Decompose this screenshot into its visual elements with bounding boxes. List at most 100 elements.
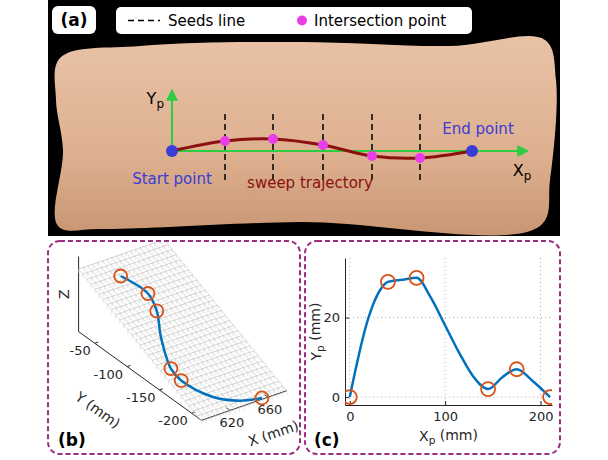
surface-mesh xyxy=(159,242,282,393)
surface-hatch xyxy=(164,285,165,289)
y-tick-label: -100 xyxy=(94,367,124,382)
surface-hatch xyxy=(220,324,221,328)
surface-hatch xyxy=(255,383,256,387)
surface-hatch xyxy=(171,256,172,260)
surface-hatch xyxy=(127,285,128,289)
surface-hatch xyxy=(201,369,202,373)
surface-hatch xyxy=(158,345,159,349)
surface-hatch xyxy=(160,273,161,277)
surface-hatch xyxy=(249,352,250,356)
surface-hatch xyxy=(189,360,190,364)
surface-hatch xyxy=(193,404,194,408)
surface-mesh xyxy=(150,244,273,396)
surface-hatch xyxy=(105,279,106,283)
surface-hatch xyxy=(159,286,160,290)
surface-mesh xyxy=(93,264,216,416)
surface-hatch xyxy=(106,266,107,270)
surface-hatch xyxy=(135,301,136,305)
surface-hatch xyxy=(181,344,182,348)
surface-hatch xyxy=(205,335,206,339)
surface-hatch xyxy=(264,386,265,390)
surface-hatch xyxy=(245,393,246,397)
surface-hatch xyxy=(126,291,127,295)
surface-hatch xyxy=(120,261,121,265)
surface-hatch xyxy=(112,303,113,307)
surface-hatch xyxy=(209,295,210,299)
surface-hatch xyxy=(96,276,97,280)
surface-hatch xyxy=(200,337,201,341)
surface-hatch xyxy=(134,308,135,312)
surface-hatch xyxy=(203,303,204,307)
surface-hatch xyxy=(145,337,146,341)
surface-hatch xyxy=(122,293,123,297)
surface-mesh xyxy=(165,346,251,376)
surface-hatch xyxy=(263,400,264,404)
surface-mesh xyxy=(102,261,225,413)
surface-hatch xyxy=(163,291,164,295)
surface-hatch xyxy=(99,294,100,298)
surface-hatch xyxy=(235,351,236,355)
surface-hatch xyxy=(117,295,118,299)
surface-hatch xyxy=(139,300,140,304)
surface-hatch xyxy=(257,369,258,373)
x-axis-title: X (mm) xyxy=(246,417,301,449)
surface-hatch xyxy=(210,327,211,331)
surface-hatch xyxy=(109,284,110,288)
surface-hatch xyxy=(146,323,147,327)
panel-c-frame xyxy=(305,241,560,454)
surface-hatch xyxy=(122,286,123,290)
surface-hatch xyxy=(216,312,217,316)
key-point-3d xyxy=(141,287,154,300)
surface-hatch xyxy=(168,335,169,339)
surface-hatch xyxy=(237,331,238,335)
surface-hatch xyxy=(96,269,97,273)
surface-hatch xyxy=(116,301,117,305)
surface-hatch xyxy=(246,386,247,390)
surface-hatch xyxy=(228,327,229,331)
surface-hatch xyxy=(207,406,208,410)
surface-hatch xyxy=(208,302,209,306)
surface-hatch xyxy=(190,340,191,344)
surface-hatch xyxy=(225,367,226,371)
surface-hatch xyxy=(165,317,166,321)
surface-hatch xyxy=(241,336,242,340)
surface-hatch xyxy=(196,280,197,284)
surface-hatch xyxy=(111,264,112,268)
surface-hatch xyxy=(252,364,253,368)
surface-hatch xyxy=(172,340,173,344)
y-axis-title: Yp xyxy=(146,89,164,111)
surface-hatch xyxy=(212,404,213,408)
surface-hatch xyxy=(229,372,230,376)
surface-hatch xyxy=(254,351,255,355)
surface-hatch xyxy=(167,349,168,353)
surface-hatch xyxy=(188,277,189,281)
surface-hatch xyxy=(195,345,196,349)
surface-hatch xyxy=(234,409,235,413)
background xyxy=(48,0,560,236)
y-grid-line xyxy=(345,317,552,318)
surface-hatch xyxy=(185,394,186,398)
surface-hatch xyxy=(149,244,150,248)
surface-hatch xyxy=(180,305,181,309)
surface-hatch xyxy=(216,357,217,361)
surface-hatch xyxy=(141,280,142,284)
surface-hatch xyxy=(206,374,207,378)
surface-hatch xyxy=(185,349,186,353)
surface-hatch xyxy=(191,379,192,383)
key-point xyxy=(543,390,552,404)
surface-hatch xyxy=(212,359,213,363)
surface-hatch xyxy=(121,300,122,304)
surface-hatch xyxy=(251,378,252,382)
surface-hatch xyxy=(192,372,193,376)
y-tick-label: 20 xyxy=(323,310,340,325)
surface-hatch xyxy=(231,391,232,395)
surface-hatch xyxy=(222,342,223,346)
legend-label: Seeds line xyxy=(168,12,245,30)
surface-hatch xyxy=(104,286,105,290)
surface-hatch xyxy=(193,411,194,415)
x-tick-label: 0 xyxy=(346,409,354,424)
surface-hatch xyxy=(247,373,248,377)
surface-hatch xyxy=(255,389,256,393)
surface-hatch xyxy=(78,269,79,273)
surface-mesh xyxy=(126,253,249,405)
